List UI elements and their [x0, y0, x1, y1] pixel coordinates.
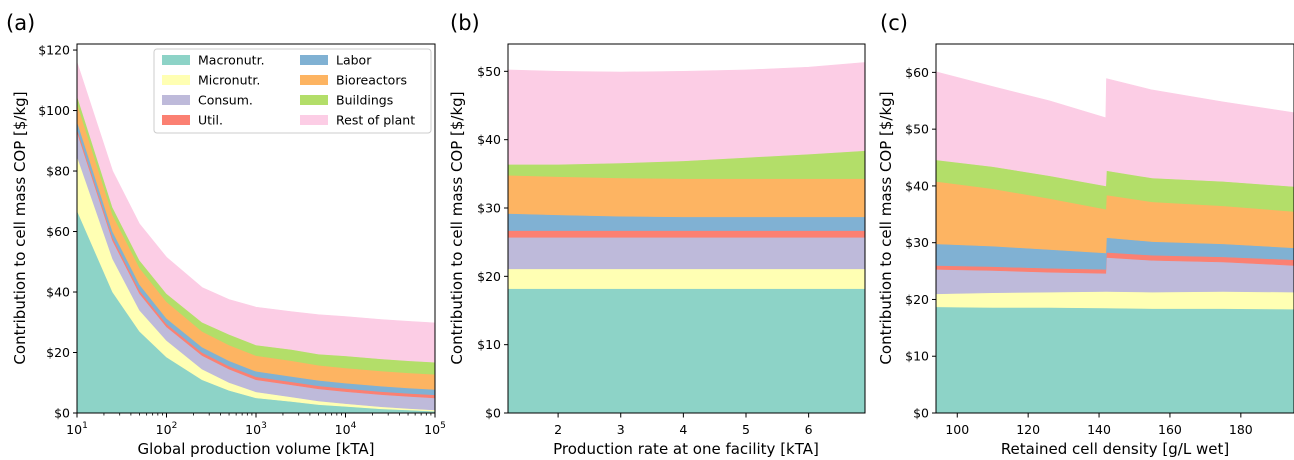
y-tick-label: $50: [477, 64, 501, 79]
plot-b-areas: [507, 62, 866, 414]
axes-c: $0 $10 $20 $30 $40 $50 $60 100 120 140 160 180: [905, 65, 1253, 437]
area-micronutr-c: [935, 291, 1294, 310]
x-tick-label: 100: [945, 422, 969, 437]
y-tick-label: $120: [38, 43, 70, 58]
area-macronutr-c: [935, 306, 1294, 414]
y-tick-label: $100: [38, 103, 70, 118]
area-util-b: [507, 230, 866, 238]
legend-swatch-buildings: [300, 95, 328, 105]
legend-label-macronutr: Macronutr.: [198, 53, 265, 68]
x-tick-label: 101: [66, 421, 88, 437]
y-tick-label: $30: [477, 201, 501, 216]
area-macronutr-b: [507, 288, 866, 414]
area-rest-of-plant-b: [507, 62, 866, 165]
y-tick-label: $10: [905, 349, 929, 364]
legend-label-util: Util.: [198, 113, 223, 128]
panel-c-label: (c): [880, 11, 908, 35]
axes-b: $0 $10 $20 $30 $40 $50 2 3 4 5 6: [477, 64, 813, 437]
legend-label-rest-of-plant: Rest of plant: [336, 113, 415, 128]
panel-b-label: (b): [450, 11, 480, 35]
legend-label-consum: Consum.: [198, 93, 253, 108]
y-tick-label: $80: [46, 164, 70, 179]
x-tick-label: 5: [742, 422, 750, 437]
legend-box: [153, 48, 432, 134]
x-tick-label: 3: [617, 422, 625, 437]
legend-label-labor: Labor: [336, 53, 372, 68]
plot-b-frame: [507, 43, 866, 414]
x-tick-label: 120: [1016, 422, 1040, 437]
y-tick-label: $0: [913, 406, 929, 421]
x-tick-label: 103: [245, 421, 267, 437]
area-micronutr-b: [507, 268, 866, 289]
y-tick-label: $0: [485, 406, 501, 421]
y-tick-label: $40: [905, 178, 929, 193]
legend-swatch-rest-of-plant: [300, 115, 328, 125]
panel-b-xlabel: Production rate at one facility [kTA]: [553, 440, 819, 458]
legend-label-micronutr: Micronutr.: [198, 73, 260, 88]
panel-b-ylabel: Contribution to cell mass COP [$/kg]: [448, 91, 466, 364]
plot-c-frame: [935, 43, 1294, 414]
legend-swatch-util: [162, 115, 190, 125]
x-tick-label: 102: [156, 421, 178, 437]
legend-label-bioreactors: Bioreactors: [336, 73, 407, 88]
panel-a-ylabel: Contribution to cell mass COP [$/kg]: [11, 91, 29, 364]
x-tick-label: 6: [805, 422, 813, 437]
area-rest-of-plant-c: [935, 71, 1294, 187]
panel-a: (a) $0 $20 $40 $60 $80 $100 $120 101 102 103 104 10…: [6, 11, 446, 458]
x-tick-label: 2: [554, 422, 562, 437]
y-tick-label: $40: [46, 285, 70, 300]
y-tick-label: $60: [46, 224, 70, 239]
x-tick-label: 4: [679, 422, 687, 437]
legend-label-buildings: Buildings: [336, 93, 393, 108]
panel-a-xlabel: Global production volume [kTA]: [138, 440, 375, 458]
panel-c-ylabel: Contribution to cell mass COP [$/kg]: [877, 91, 895, 364]
y-tick-label: $20: [46, 345, 70, 360]
panel-a-label: (a): [6, 11, 35, 35]
area-bioreactors-b: [507, 174, 866, 218]
y-tick-label: $0: [54, 406, 70, 421]
y-tick-label: $60: [905, 65, 929, 80]
y-tick-label: $10: [477, 337, 501, 352]
x-tick-label: 160: [1158, 422, 1182, 437]
panel-c-xlabel: Retained cell density [g/L wet]: [1001, 440, 1229, 458]
x-tick-label: 140: [1087, 422, 1111, 437]
legend: Macronutr. Micronutr. Consum. Util. Labor Bio…: [153, 48, 432, 134]
x-tick-label: 180: [1229, 422, 1253, 437]
panel-b: (b) $0 $10 $20 $30 $40 $50 2 3 4 5 6 Contribution …: [448, 11, 866, 458]
legend-swatch-micronutr: [162, 75, 190, 85]
y-tick-label: $20: [905, 292, 929, 307]
y-tick-label: $50: [905, 122, 929, 137]
legend-swatch-macronutr: [162, 55, 190, 65]
plot-c-areas: [935, 71, 1294, 414]
legend-swatch-consum: [162, 95, 190, 105]
y-tick-label: $20: [477, 269, 501, 284]
x-tick-label: 105: [424, 421, 446, 437]
axes-a: $0 $20 $40 $60 $80 $100 $120 101 102 103 104 105: [38, 43, 446, 437]
legend-swatch-bioreactors: [300, 75, 328, 85]
y-tick-label: $40: [477, 132, 501, 147]
area-consum-b: [507, 237, 866, 270]
x-tick-label: 104: [335, 421, 357, 437]
legend-swatch-labor: [300, 55, 328, 65]
y-tick-label: $30: [905, 235, 929, 250]
